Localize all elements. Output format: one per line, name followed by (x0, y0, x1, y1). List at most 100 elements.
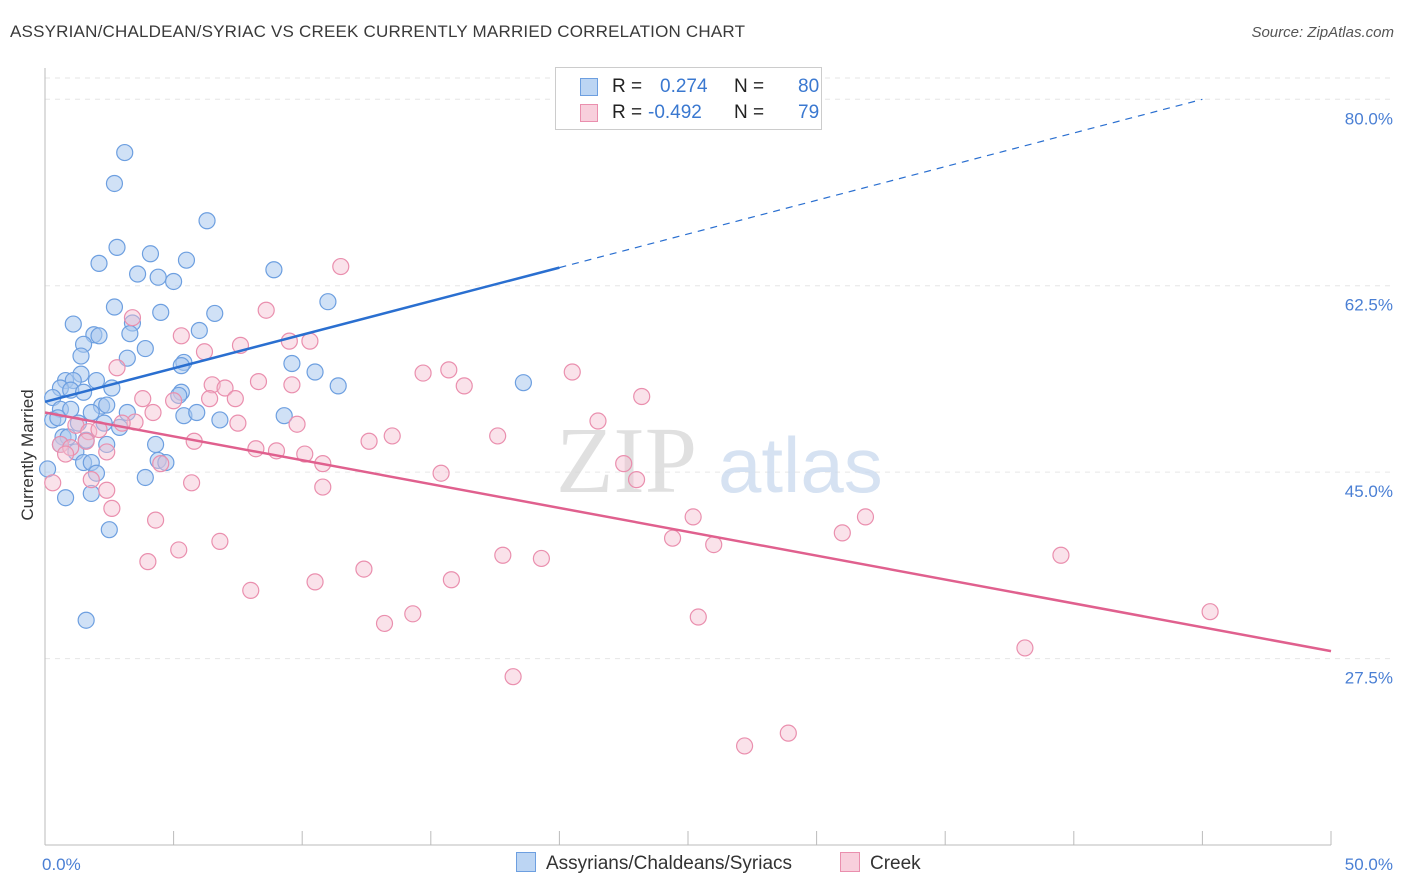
x-tick-labels: 0.0% 50.0% (42, 855, 1393, 874)
point-creek (355, 560, 373, 578)
point-creek (360, 432, 378, 450)
y-tick-label: 62.5% (1345, 296, 1393, 315)
point-creek (242, 581, 260, 599)
point-creek (146, 511, 165, 529)
point-creek (735, 737, 754, 755)
point-creek (1201, 603, 1219, 621)
legend-r-label: R = (612, 102, 643, 123)
point-assyrians (108, 238, 126, 256)
trend-line-assyrians-extension (559, 98, 1203, 269)
point-creek (314, 478, 332, 496)
bottom-legend-assyrians: Assyrians/Chaldeans/Syriacs (516, 852, 792, 875)
point-assyrians (190, 321, 208, 340)
legend-n-value: 79 (798, 102, 820, 123)
point-assyrians (90, 327, 108, 345)
point-creek (82, 471, 100, 489)
point-creek (627, 471, 646, 489)
point-creek (383, 427, 401, 445)
point-assyrians (98, 396, 116, 414)
point-assyrians (177, 251, 196, 269)
point-assyrians (141, 245, 160, 263)
point-assyrians (100, 521, 118, 539)
trend-lines (44, 98, 1332, 653)
point-creek (195, 343, 214, 361)
point-creek (51, 435, 70, 454)
point-assyrians (136, 339, 154, 358)
trend-line-creek (44, 411, 1332, 653)
point-creek (216, 379, 234, 397)
point-assyrians (77, 611, 95, 629)
point-creek (44, 474, 62, 492)
point-assyrians (157, 453, 175, 472)
point-assyrians (211, 411, 229, 429)
point-creek (283, 376, 301, 394)
point-creek (705, 535, 723, 554)
point-assyrians (121, 325, 139, 343)
point-assyrians (188, 403, 206, 422)
point-assyrians (136, 468, 154, 487)
point-assyrians (72, 347, 90, 365)
x-tick-label: 0.0% (42, 855, 81, 874)
point-creek (108, 359, 126, 377)
point-creek (563, 363, 581, 381)
point-assyrians (82, 403, 100, 422)
y-tick-label: 80.0% (1345, 109, 1393, 128)
bottom-legend-creek: Creek (840, 852, 921, 875)
point-creek (203, 376, 221, 394)
point-creek (229, 414, 247, 432)
point-assyrians (116, 143, 134, 162)
point-creek (249, 373, 268, 391)
watermark-zip: ZIP (556, 409, 697, 513)
point-creek (134, 390, 152, 408)
point-assyrians (275, 407, 293, 425)
bottom-legend-swatch-pink (840, 852, 860, 872)
bottom-legend-label: Assyrians/Chaldeans/Syriacs (546, 853, 793, 874)
point-creek (589, 412, 607, 430)
point-creek (615, 455, 633, 473)
point-creek (455, 377, 473, 395)
point-creek (80, 423, 98, 441)
point-creek (257, 301, 275, 319)
point-creek (56, 445, 75, 463)
point-creek (288, 415, 306, 433)
legend-swatch-blue (580, 78, 598, 96)
gridlines (45, 77, 1392, 660)
point-creek (98, 481, 116, 499)
point-assyrians (90, 254, 108, 272)
point-creek (856, 508, 875, 526)
point-creek (98, 443, 116, 461)
point-creek (165, 392, 183, 410)
point-creek (440, 361, 458, 379)
point-creek (301, 332, 319, 350)
point-creek (201, 390, 219, 408)
point-assyrians (319, 293, 337, 311)
point-assyrians (49, 409, 67, 427)
point-creek (432, 464, 450, 482)
point-assyrians (105, 298, 124, 316)
point-creek (404, 605, 422, 623)
y-tick-label: 27.5% (1345, 669, 1393, 688)
point-assyrians (56, 489, 75, 507)
point-assyrians (165, 272, 183, 291)
source-label: Source: ZipAtlas.com (1251, 24, 1394, 41)
point-creek (183, 474, 201, 492)
point-assyrians (265, 261, 283, 279)
point-creek (144, 403, 162, 422)
legend-r-value: 0.274 (660, 76, 708, 97)
point-assyrians (283, 354, 301, 373)
point-creek (139, 553, 157, 571)
y-axis-label: Currently Married (18, 389, 37, 520)
point-creek (1016, 639, 1034, 657)
point-creek (663, 529, 682, 547)
point-assyrians (105, 174, 124, 193)
legend-swatch-pink (580, 104, 598, 122)
point-creek (247, 440, 265, 458)
point-assyrians (198, 212, 216, 230)
chart-title: ASSYRIAN/CHALDEAN/SYRIAC VS CREEK CURREN… (10, 22, 746, 41)
point-creek (375, 614, 394, 633)
point-creek (532, 549, 550, 568)
point-creek (779, 724, 797, 742)
point-creek (103, 499, 121, 517)
point-creek (489, 427, 507, 445)
